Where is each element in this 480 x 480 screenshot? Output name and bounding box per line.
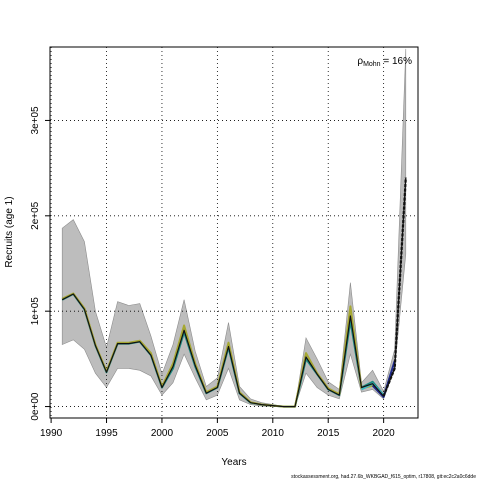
x-tick-label: 2020: [373, 428, 396, 439]
mohn-rho-value: = 16%: [381, 56, 413, 67]
grid-layer: [50, 47, 418, 418]
mohn-rho-annotation: ρMohn = 16%: [357, 56, 412, 68]
y-tick-label: 2e+05: [30, 201, 41, 230]
axis-layer: 1990 1995 2000 2005 2010 2015 2020 0e+00 1e+05 2e…: [30, 106, 395, 439]
series-line-4: [61, 177, 407, 408]
y-tick-label: 1e+05: [30, 297, 41, 326]
y-axis-title: Recruits (age 1): [4, 196, 15, 267]
x-tick-label: 2015: [317, 428, 340, 439]
mohn-rho-symbol: ρ: [357, 56, 363, 67]
x-axis-title: Years: [221, 457, 246, 468]
confidence-band: [61, 48, 407, 407]
series-layer: [61, 177, 407, 408]
x-tick-label: 1995: [95, 428, 118, 439]
footnote: stockassessment.org, had.27.6b_WKBGAD_f6…: [291, 474, 476, 480]
y-tick-label: 0e+00: [30, 392, 41, 421]
x-tick-label: 2005: [206, 428, 229, 439]
confidence-band-layer: [61, 48, 407, 407]
x-tick-label: 2010: [262, 428, 285, 439]
mohn-rho-subscript: Mohn: [363, 61, 381, 68]
series-line-3: [371, 360, 396, 398]
y-tick-label: 3e+05: [30, 106, 41, 135]
x-tick-label: 1990: [40, 428, 63, 439]
x-tick-label: 2000: [151, 428, 174, 439]
series-dashed-tail: [382, 177, 407, 397]
plot-frame: [49, 46, 419, 419]
